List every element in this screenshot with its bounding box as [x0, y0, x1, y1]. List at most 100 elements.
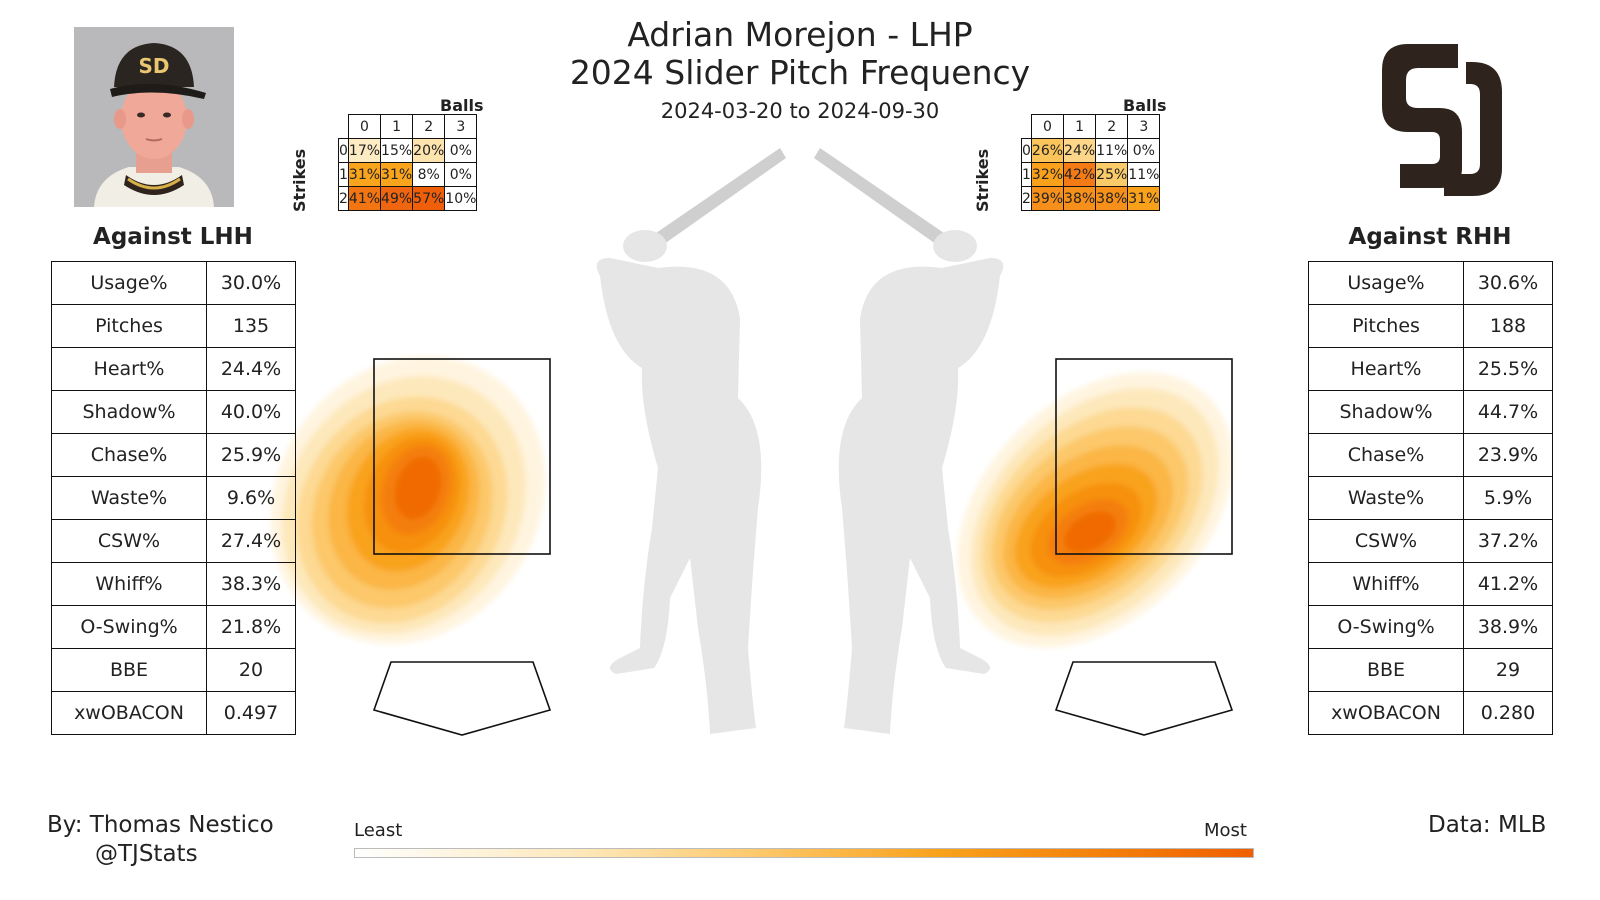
balls-axis-title: Balls — [1123, 96, 1167, 115]
stat-value: 30.0% — [206, 261, 296, 305]
count-cell: 0% — [444, 162, 478, 187]
stat-row: Pitches 135 — [51, 304, 296, 348]
strikes-tick-label: 2 — [338, 186, 349, 211]
count-cell: 11% — [1127, 162, 1161, 187]
stat-label: BBE — [1308, 648, 1464, 692]
balls-axis-title: Balls — [440, 96, 484, 115]
stat-row: BBE 20 — [51, 648, 296, 692]
stat-label: Pitches — [1308, 304, 1464, 348]
strikes-axis-title: Strikes — [973, 148, 992, 212]
stat-value: 0.497 — [206, 691, 296, 735]
stat-row: Whiff% 38.3% — [51, 562, 296, 606]
stat-label: Waste% — [51, 476, 207, 520]
stat-row: CSW% 37.2% — [1308, 519, 1553, 563]
balls-tick-label: 2 — [1095, 114, 1129, 139]
stat-label: Whiff% — [51, 562, 207, 606]
balls-tick-label: 2 — [412, 114, 446, 139]
count-cell: 25% — [1095, 162, 1129, 187]
lhh-strike-zone — [373, 358, 551, 555]
count-cell: 39% — [1030, 186, 1065, 211]
strikes-tick-label: 1 — [338, 162, 349, 187]
stat-label: xwOBACON — [1308, 691, 1464, 735]
stat-label: Usage% — [51, 261, 207, 305]
stat-label: Pitches — [51, 304, 207, 348]
count-cell: 49% — [380, 186, 414, 211]
stat-value: 21.8% — [206, 605, 296, 649]
count-cell: 24% — [1063, 138, 1097, 163]
balls-tick-label: 0 — [1030, 114, 1065, 139]
balls-tick-label: 3 — [444, 114, 478, 139]
stat-label: Waste% — [1308, 476, 1464, 520]
author-handle: @TJStats — [95, 841, 198, 867]
padres-sd-logo — [1382, 44, 1502, 196]
player-headshot-icon: SD — [74, 27, 234, 207]
count-cell: 42% — [1063, 162, 1097, 187]
date-range: 2024-03-20 to 2024-09-30 — [660, 99, 940, 123]
rhh-density-heatmap — [957, 372, 1233, 648]
legend-high-label: Most — [1204, 820, 1247, 841]
stat-label: xwOBACON — [51, 691, 207, 735]
count-cell: 31% — [1127, 186, 1161, 211]
count-cell: 32% — [1030, 162, 1065, 187]
rhh-count-table: 0 1 2 3 0 26% 24% 11% 0% 1 32% 42% 25% 11% 2 39% 38% 38% 3… — [1021, 114, 1161, 211]
stat-row: Usage% 30.0% — [51, 261, 296, 305]
stat-row: Pitches 188 — [1308, 304, 1553, 348]
stat-label: O-Swing% — [1308, 605, 1464, 649]
count-cell: 8% — [412, 162, 446, 187]
stat-value: 9.6% — [206, 476, 296, 520]
stat-value: 41.2% — [1463, 562, 1553, 606]
strikes-tick-label: 0 — [338, 138, 349, 163]
stat-value: 38.3% — [206, 562, 296, 606]
balls-tick-label: 3 — [1127, 114, 1161, 139]
stat-value: 23.9% — [1463, 433, 1553, 477]
stat-row: Usage% 30.6% — [1308, 261, 1553, 305]
count-cell: 31% — [380, 162, 414, 187]
stat-label: Shadow% — [1308, 390, 1464, 434]
strikes-tick-label: 1 — [1021, 162, 1032, 187]
stat-value: 25.9% — [206, 433, 296, 477]
stat-label: Chase% — [51, 433, 207, 477]
stat-row: Chase% 23.9% — [1308, 433, 1553, 477]
stat-value: 40.0% — [206, 390, 296, 434]
count-cell: 17% — [347, 138, 382, 163]
stat-row: Waste% 5.9% — [1308, 476, 1553, 520]
stat-label: BBE — [51, 648, 207, 692]
stat-row: xwOBACON 0.497 — [51, 691, 296, 735]
rhh-section-title: Against RHH — [1348, 224, 1512, 250]
stat-value: 27.4% — [206, 519, 296, 563]
stat-value: 44.7% — [1463, 390, 1553, 434]
stat-value: 37.2% — [1463, 519, 1553, 563]
stat-value: 0.280 — [1463, 691, 1553, 735]
balls-tick-label: 1 — [1063, 114, 1097, 139]
strikes-tick-label: 2 — [1021, 186, 1032, 211]
stat-row: Heart% 25.5% — [1308, 347, 1553, 391]
stat-row: Chase% 25.9% — [51, 433, 296, 477]
count-cell: 26% — [1030, 138, 1065, 163]
stat-row: Waste% 9.6% — [51, 476, 296, 520]
lhh-count-table: 0 1 2 3 0 17% 15% 20% 0% 1 31% 31% 8% 0% 2 41% 49% 57% 10% — [338, 114, 478, 211]
count-cell: 0% — [1127, 138, 1161, 163]
count-cell: 10% — [444, 186, 478, 211]
chart-title: Adrian Morejon - LHP — [627, 15, 973, 54]
color-legend-bar — [354, 848, 1254, 858]
batter-silhouette-icon — [596, 148, 1004, 734]
count-cell: 57% — [412, 186, 446, 211]
lhh-stats-table: Usage% 30.0% Pitches 135 Heart% 24.4% Shadow% 4… — [51, 261, 296, 735]
stat-row: xwOBACON 0.280 — [1308, 691, 1553, 735]
stat-value: 135 — [206, 304, 296, 348]
count-cell: 11% — [1095, 138, 1129, 163]
rhh-strike-zone — [1055, 358, 1233, 555]
count-cell: 38% — [1063, 186, 1097, 211]
author-credit: By: Thomas Nestico — [47, 812, 274, 838]
stat-label: CSW% — [51, 519, 207, 563]
stat-value: 20 — [206, 648, 296, 692]
corner-cell — [1021, 114, 1032, 139]
corner-cell — [338, 114, 349, 139]
stat-label: Usage% — [1308, 261, 1464, 305]
stat-value: 25.5% — [1463, 347, 1553, 391]
stat-label: O-Swing% — [51, 605, 207, 649]
stat-row: BBE 29 — [1308, 648, 1553, 692]
stat-row: Heart% 24.4% — [51, 347, 296, 391]
chart-subtitle: 2024 Slider Pitch Frequency — [569, 53, 1031, 92]
stat-row: O-Swing% 38.9% — [1308, 605, 1553, 649]
